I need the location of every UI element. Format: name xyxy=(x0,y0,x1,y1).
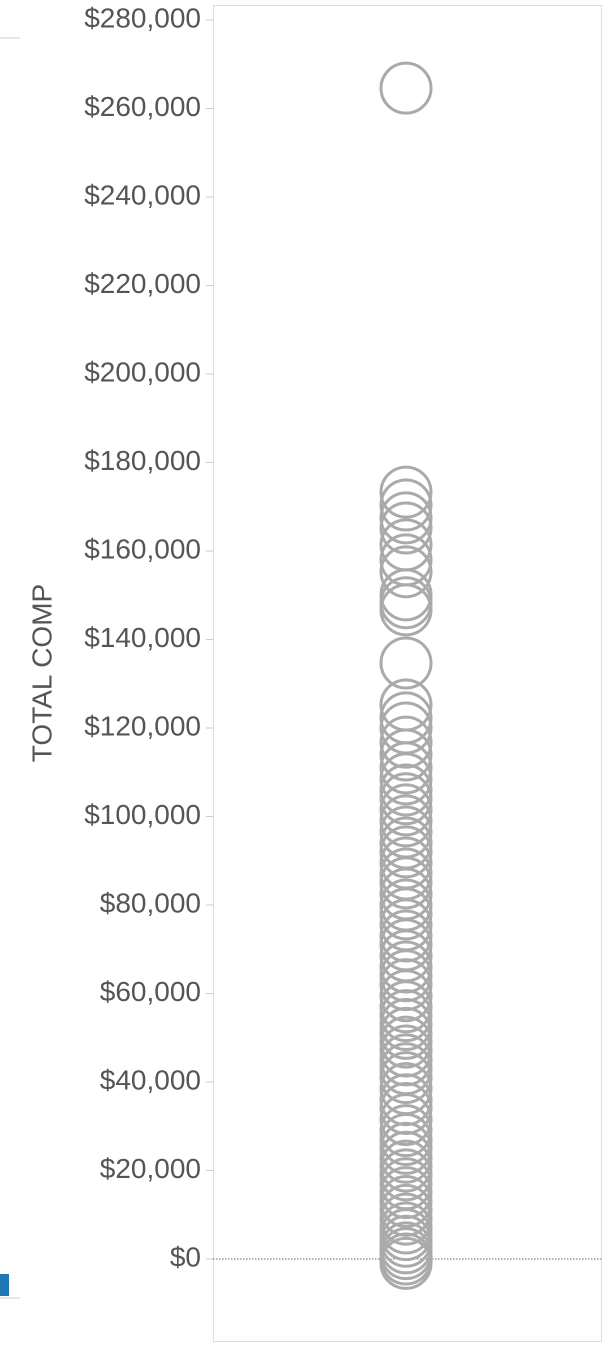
point xyxy=(379,741,433,795)
point xyxy=(379,1130,433,1184)
point xyxy=(379,478,433,532)
point xyxy=(379,1236,433,1290)
point xyxy=(379,1121,433,1175)
point xyxy=(379,545,433,599)
point xyxy=(379,715,433,769)
point xyxy=(379,856,433,910)
point xyxy=(379,636,433,690)
point xyxy=(379,794,433,848)
point xyxy=(379,969,433,1023)
y-axis-label: TOTAL COMP xyxy=(26,584,57,762)
point xyxy=(379,61,433,115)
y-tick-label: $140,000 xyxy=(84,622,201,653)
point xyxy=(379,887,433,941)
point xyxy=(379,1093,433,1147)
y-tick-label: $160,000 xyxy=(84,533,201,564)
point xyxy=(379,1104,433,1158)
point xyxy=(379,1051,433,1105)
point xyxy=(379,752,433,806)
y-tick-label: $200,000 xyxy=(84,356,201,387)
point xyxy=(379,491,433,545)
point xyxy=(379,772,433,826)
edge-swatch xyxy=(0,1274,9,1296)
point xyxy=(379,1174,433,1228)
y-tick-label: $60,000 xyxy=(100,976,201,1007)
y-tick-label: $40,000 xyxy=(100,1064,201,1095)
point xyxy=(379,783,433,837)
y-tick-label: $180,000 xyxy=(84,445,201,476)
point xyxy=(379,465,433,519)
point xyxy=(379,763,433,817)
point xyxy=(379,583,433,637)
point xyxy=(379,1113,433,1167)
point xyxy=(379,1006,433,1060)
y-tick-label: $80,000 xyxy=(100,887,201,918)
plot-frame xyxy=(213,5,602,1342)
point xyxy=(379,1148,433,1202)
y-tick-label: $0 xyxy=(170,1241,201,1272)
y-tick-label: $280,000 xyxy=(84,2,201,33)
point xyxy=(379,989,433,1043)
point xyxy=(379,997,433,1051)
point xyxy=(379,1139,433,1193)
point xyxy=(379,980,433,1034)
point xyxy=(379,728,433,782)
point xyxy=(379,1192,433,1246)
point xyxy=(379,501,433,555)
point xyxy=(379,1015,433,1069)
y-tick-label: $240,000 xyxy=(84,179,201,210)
y-tick-label: $220,000 xyxy=(84,268,201,299)
y-tick-label: $260,000 xyxy=(84,91,201,122)
y-tick-label: $120,000 xyxy=(84,710,201,741)
y-tick-label: $100,000 xyxy=(84,799,201,830)
point xyxy=(379,701,433,755)
y-tick-label: $20,000 xyxy=(100,1153,201,1184)
point xyxy=(379,825,433,879)
